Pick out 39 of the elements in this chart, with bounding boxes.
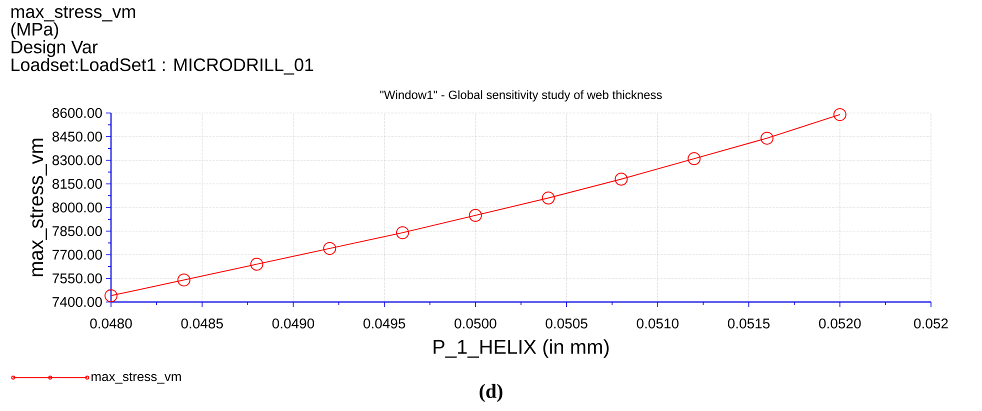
point	[833, 108, 846, 122]
text: max_stress_vm	[11, 6, 136, 22]
x-tick-label: 0.0480	[90, 318, 132, 328]
point	[760, 132, 774, 145]
legend-label: max_stress_vm	[92, 372, 181, 384]
text: (d)	[480, 384, 502, 402]
x-tick-label: 0.0515	[728, 318, 770, 328]
x-tick-label: 0.0510	[636, 318, 679, 328]
point	[614, 172, 628, 186]
x-tick-label: 0.0485	[181, 318, 223, 328]
x-axis-title: P_1_HELIX (in mm)	[434, 339, 609, 358]
y-tick-label: 8300.00	[52, 155, 102, 166]
y-tick-label: 7550.00	[52, 273, 102, 284]
y-tick-label: 8000.00	[52, 202, 102, 212]
text: Design Var	[12, 40, 98, 57]
point	[688, 152, 701, 166]
x-tick-label: 0.0505	[546, 318, 588, 328]
point	[177, 273, 190, 286]
text: (MPa)	[11, 22, 58, 40]
y-axis-title: max_stress_vm	[30, 138, 47, 276]
y-tick-label: 8150.00	[52, 178, 102, 189]
point	[323, 242, 336, 255]
x-tick-label: 0.0500	[454, 318, 496, 328]
point	[396, 226, 410, 240]
x-tick-label: 0.0490	[272, 318, 314, 328]
chart-title: "Window1" - Global sensitivity study of web thickness	[380, 90, 662, 102]
y-tick-label: 7400.00	[52, 297, 102, 307]
x-tick-label: 0.052	[914, 318, 948, 328]
point	[250, 258, 264, 271]
point	[104, 289, 118, 302]
text: Loadset:LoadSet1 : MICRODRILL_01	[12, 58, 314, 75]
x-tick-label: 0.0495	[363, 318, 406, 328]
point	[542, 192, 555, 205]
y-tick-label: 8600.00	[52, 108, 102, 118]
point	[468, 208, 482, 222]
y-tick-label: 8450.00	[52, 132, 102, 142]
y-tick-label: 7850.00	[52, 226, 102, 236]
y-tick-label: 7700.00	[52, 250, 102, 260]
x-tick-label: 0.0520	[819, 318, 861, 328]
